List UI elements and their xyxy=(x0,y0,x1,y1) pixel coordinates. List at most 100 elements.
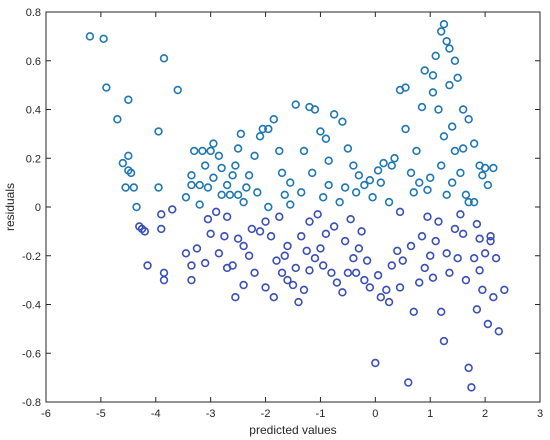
data-point xyxy=(447,178,457,187)
y-tick-label: -0.4 xyxy=(22,300,41,312)
data-point xyxy=(313,210,322,219)
data-point xyxy=(360,275,369,285)
data-point xyxy=(395,283,405,292)
data-point xyxy=(472,305,482,314)
data-point xyxy=(483,180,493,190)
data-point xyxy=(286,200,295,209)
data-point xyxy=(203,183,213,192)
data-point xyxy=(456,168,465,178)
data-point xyxy=(439,336,449,346)
data-point xyxy=(472,219,482,229)
data-point xyxy=(302,246,311,256)
data-point xyxy=(450,224,460,234)
data-point xyxy=(272,256,281,265)
data-point xyxy=(288,280,298,290)
y-tick-label: 0.4 xyxy=(26,105,41,117)
data-point xyxy=(318,261,328,270)
data-point xyxy=(456,210,465,219)
data-point xyxy=(467,383,476,392)
data-point xyxy=(480,249,490,258)
data-point xyxy=(266,232,276,241)
data-point xyxy=(181,193,191,202)
x-tick-label: 3 xyxy=(537,408,543,420)
data-point xyxy=(187,275,196,285)
data-point xyxy=(198,146,207,156)
data-point xyxy=(434,105,443,114)
data-point xyxy=(264,202,273,212)
x-tick-label: 0 xyxy=(372,408,378,420)
data-point xyxy=(244,171,254,180)
data-point xyxy=(486,236,495,246)
data-point xyxy=(280,251,289,260)
data-point xyxy=(332,278,342,287)
y-tick-label: -0.8 xyxy=(22,397,41,409)
data-point xyxy=(453,253,462,263)
data-point xyxy=(415,278,424,287)
data-point xyxy=(406,241,416,251)
data-point xyxy=(437,307,446,317)
data-point xyxy=(154,183,163,192)
data-point xyxy=(376,178,386,187)
data-point xyxy=(354,244,364,253)
data-point xyxy=(140,227,150,236)
data-point xyxy=(291,100,300,109)
data-point xyxy=(250,151,259,161)
data-point xyxy=(382,285,391,295)
y-axis-label: residuals xyxy=(3,183,17,231)
data-point xyxy=(231,292,240,302)
data-point xyxy=(299,285,309,295)
data-point xyxy=(343,268,353,278)
data-point xyxy=(373,271,383,280)
data-point xyxy=(343,144,353,153)
data-point xyxy=(181,249,191,258)
data-point xyxy=(211,207,221,217)
data-point xyxy=(214,249,224,258)
data-point xyxy=(478,171,487,180)
data-point xyxy=(118,158,128,168)
y-tick-label: 0.8 xyxy=(26,7,41,19)
ticks-layer: -6 -5 -4 -3 -2 -1 0 1 2 3 -0.8 -0.6 -0.4 -0.2 0 0.2 0.4 0… xyxy=(22,7,543,420)
data-point xyxy=(500,285,509,295)
data-point xyxy=(324,180,333,190)
data-point xyxy=(233,190,243,200)
data-point xyxy=(203,214,213,224)
data-point xyxy=(255,132,265,141)
data-point xyxy=(338,288,347,297)
data-point xyxy=(442,249,451,258)
data-point xyxy=(321,229,331,239)
data-point xyxy=(404,378,413,387)
data-point xyxy=(297,232,306,241)
data-point xyxy=(365,283,375,292)
data-point xyxy=(445,80,454,90)
data-point xyxy=(409,307,418,317)
data-point xyxy=(486,232,495,241)
data-point xyxy=(159,54,169,63)
data-point xyxy=(316,244,325,253)
data-point xyxy=(239,241,248,251)
data-point xyxy=(277,268,287,278)
data-point xyxy=(417,232,427,241)
data-point xyxy=(469,197,479,207)
data-point xyxy=(384,297,394,307)
data-point xyxy=(461,190,471,200)
data-point xyxy=(458,229,468,239)
data-point xyxy=(401,124,410,134)
data-point xyxy=(387,161,396,170)
data-point xyxy=(308,168,317,178)
data-point xyxy=(431,236,440,246)
data-point xyxy=(280,190,289,200)
data-point xyxy=(412,146,421,156)
x-tick-label: -5 xyxy=(96,408,106,420)
data-point xyxy=(469,253,479,263)
data-point xyxy=(124,95,133,104)
data-point xyxy=(187,261,196,270)
data-point xyxy=(420,263,429,273)
data-point xyxy=(209,139,218,148)
data-point xyxy=(469,139,479,148)
x-tick-label: -1 xyxy=(316,408,326,420)
data-point xyxy=(491,253,501,263)
y-tick-label: 0 xyxy=(35,202,41,214)
data-point xyxy=(494,327,504,336)
